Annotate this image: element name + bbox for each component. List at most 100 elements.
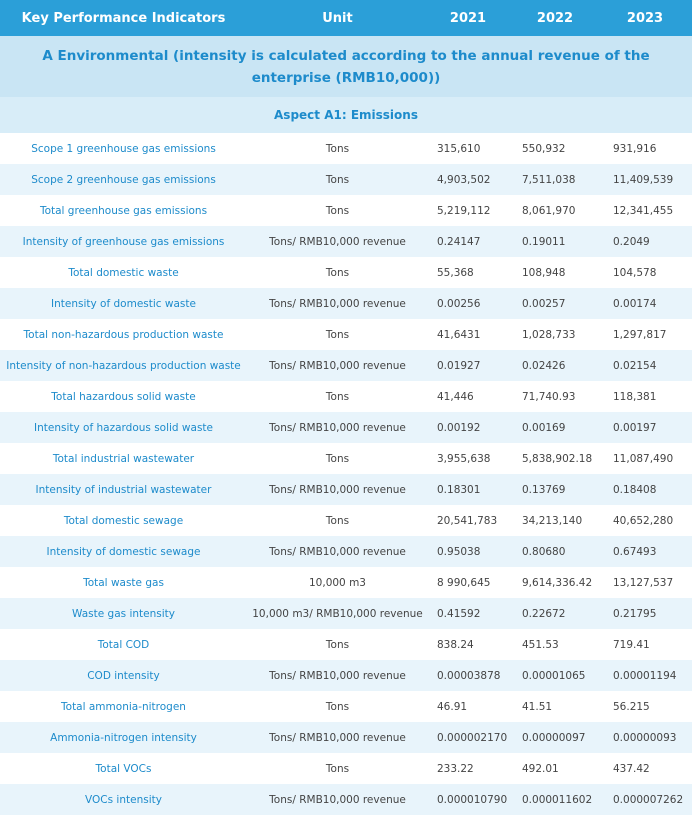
indicator: Intensity of non-hazardous production wa…	[6, 359, 241, 372]
indicator: Intensity of hazardous solid waste	[33, 421, 214, 434]
value: 0.00174	[613, 297, 657, 310]
header-cell: 2022	[536, 10, 574, 26]
value: 13,127,537	[613, 576, 674, 589]
value: 3,955,638	[437, 452, 491, 465]
unit: Tons	[325, 328, 350, 341]
value: 0.000011602	[522, 793, 593, 806]
indicator: Intensity of domestic waste	[51, 297, 196, 310]
data-row: COD intensity Tons/ RMB10,000 revenue 0.00…	[0, 660, 692, 691]
value: 315,610	[437, 142, 481, 155]
data-row: Scope 1 greenhouse gas emissions Tons 315,…	[0, 133, 692, 164]
value: 55,368	[437, 266, 474, 279]
value: 108,948	[522, 266, 566, 279]
value: 0.24147	[437, 235, 481, 248]
value: 4,903,502	[437, 173, 491, 186]
value: 0.80680	[522, 545, 566, 558]
data-row: Ammonia-nitrogen intensity Tons/ RMB10,00…	[0, 722, 692, 753]
indicator: Intensity of greenhouse gas emissions	[22, 235, 225, 248]
value: 0.02426	[522, 359, 566, 372]
indicator: Intensity of industrial wastewater	[35, 483, 212, 496]
value: 0.00000097	[522, 731, 586, 744]
data-row: VOCs intensity Tons/ RMB10,000 revenue 0.0…	[0, 784, 692, 815]
value: 1,028,733	[522, 328, 576, 341]
value: 0.2049	[613, 235, 650, 248]
data-row: Intensity of hazardous solid waste Tons/ …	[0, 412, 692, 443]
indicator: Total hazardous solid waste	[51, 390, 196, 403]
indicator: Scope 2 greenhouse gas emissions	[31, 173, 216, 186]
value: 719.41	[613, 638, 650, 651]
value: 550,932	[522, 142, 566, 155]
unit: Tons/ RMB10,000 revenue	[269, 669, 406, 682]
unit: Tons	[325, 638, 350, 651]
indicator: Waste gas intensity	[72, 607, 175, 620]
data-row: Intensity of greenhouse gas emissions Ton…	[0, 226, 692, 257]
value: 46.91	[437, 700, 468, 713]
data-row: Total ammonia-nitrogen Tons 46.91 41.51 56.2…	[0, 691, 692, 722]
unit: Tons/ RMB10,000 revenue	[269, 421, 406, 434]
indicator: Total non-hazardous production waste	[23, 328, 224, 341]
value: 451.53	[522, 638, 559, 651]
section-title: A Environmental (intensity is calculated…	[0, 36, 692, 97]
unit: Tons	[325, 173, 350, 186]
value: 5,838,902.18	[522, 452, 593, 465]
value: 12,341,455	[613, 204, 674, 217]
value: 8 990,645	[437, 576, 491, 589]
header-cell: 2023	[626, 10, 664, 26]
value: 0.21795	[613, 607, 657, 620]
aspect-title: Aspect A1: Emissions	[0, 97, 692, 133]
unit: Tons	[325, 700, 350, 713]
value: 104,578	[613, 266, 657, 279]
value: 0.22672	[522, 607, 566, 620]
unit: Tons	[325, 390, 350, 403]
unit: Tons/ RMB10,000 revenue	[269, 545, 406, 558]
value: 9,614,336.42	[522, 576, 593, 589]
value: 0.00000093	[613, 731, 677, 744]
value: 0.00256	[437, 297, 481, 310]
value: 0.00197	[613, 421, 657, 434]
value: 20,541,783	[437, 514, 498, 527]
value: 0.00257	[522, 297, 566, 310]
value: 41.51	[522, 700, 553, 713]
data-row: Total non-hazardous production waste Tons…	[0, 319, 692, 350]
value: 41,446	[437, 390, 474, 403]
value: 0.18301	[437, 483, 481, 496]
data-row: Total VOCs Tons 233.22 492.01 437.42	[0, 753, 692, 784]
unit: Tons/ RMB10,000 revenue	[269, 483, 406, 496]
value: 437.42	[613, 762, 650, 775]
indicator: Total waste gas	[83, 576, 164, 589]
unit: Tons/ RMB10,000 revenue	[269, 359, 406, 372]
value: 41,6431	[437, 328, 481, 341]
header-row: Key Performance Indicators Unit 2021 2022 20…	[0, 0, 692, 36]
value: 0.13769	[522, 483, 566, 496]
header-cell: Unit	[322, 10, 353, 26]
data-row: Total hazardous solid waste Tons 41,446 71,…	[0, 381, 692, 412]
unit: Tons	[325, 514, 350, 527]
value: 1,297,817	[613, 328, 667, 341]
unit: Tons	[325, 204, 350, 217]
value: 71,740.93	[522, 390, 576, 403]
data-row: Intensity of domestic waste Tons/ RMB10,0…	[0, 288, 692, 319]
unit: Tons	[325, 762, 350, 775]
value: 492.01	[522, 762, 559, 775]
value: 56.215	[613, 700, 650, 713]
value: 34,213,140	[522, 514, 583, 527]
data-row: Intensity of industrial wastewater Tons/ …	[0, 474, 692, 505]
data-row: Total domestic waste Tons 55,368 108,948 104…	[0, 257, 692, 288]
indicator: Total VOCs	[95, 762, 152, 775]
value: 0.02154	[613, 359, 657, 372]
value: 0.01927	[437, 359, 481, 372]
indicator: Intensity of domestic sewage	[46, 545, 201, 558]
data-row: Intensity of non-hazardous production wa…	[0, 350, 692, 381]
value: 0.41592	[437, 607, 481, 620]
indicator: Total domestic waste	[68, 266, 179, 279]
unit: Tons	[325, 452, 350, 465]
data-row: Waste gas intensity 10,000 m3/ RMB10,000 …	[0, 598, 692, 629]
data-row: Scope 2 greenhouse gas emissions Tons 4,90…	[0, 164, 692, 195]
value: 0.000007262	[613, 793, 684, 806]
unit: Tons	[325, 142, 350, 155]
indicator: Total COD	[97, 638, 150, 651]
value: 0.000010790	[437, 793, 508, 806]
value: 931,916	[613, 142, 657, 155]
unit: Tons/ RMB10,000 revenue	[269, 235, 406, 248]
